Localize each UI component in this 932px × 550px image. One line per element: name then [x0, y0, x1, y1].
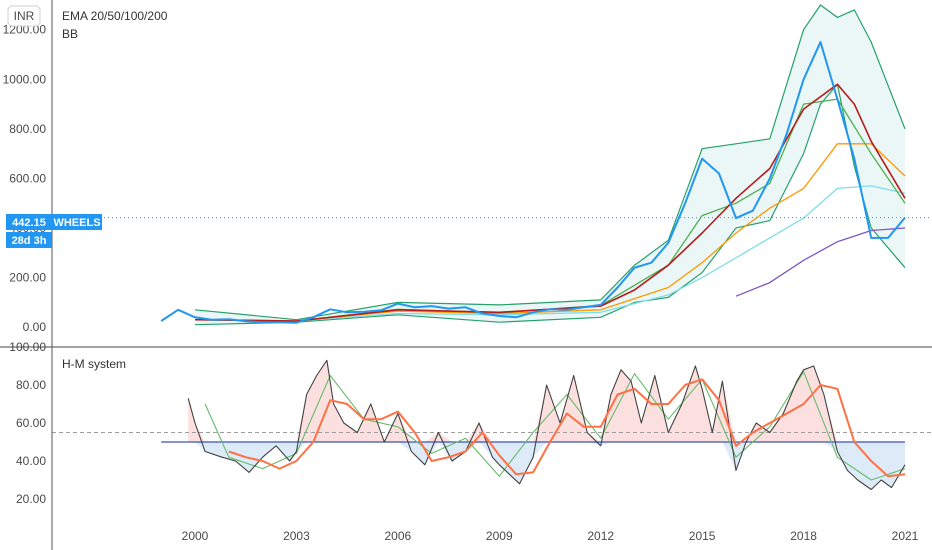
hm-tick-label: 80.00 — [16, 378, 46, 392]
hm-indicator-pane[interactable] — [52, 359, 932, 491]
hm-tick-label: 100.00 — [9, 340, 46, 354]
time-tick-label: 2000 — [182, 529, 209, 543]
currency-badge-label: INR — [14, 9, 35, 23]
bb-fill — [195, 5, 905, 325]
price-pane[interactable] — [52, 4, 932, 326]
time-tick-label: 2018 — [790, 529, 817, 543]
price-axis[interactable]: 1200.001000.00800.00600.00400.00200.000.… — [3, 23, 47, 334]
hm-tick-label: 40.00 — [16, 454, 46, 468]
time-tick-label: 2021 — [892, 529, 919, 543]
hm-fill-above — [188, 360, 905, 442]
hm-tick-label: 20.00 — [16, 492, 46, 506]
bb-upper-line — [194, 4, 906, 321]
price-tick-label: 1000.00 — [3, 72, 47, 86]
ema-legend[interactable]: EMA 20/50/100/200 — [62, 9, 168, 23]
hm-fast-line — [204, 371, 906, 481]
time-axis[interactable]: 2000 2003 2006 2009 2012 2015 2018 2021 — [182, 529, 919, 543]
time-tick-label: 2012 — [587, 529, 614, 543]
hm-tick-label: 60.00 — [16, 416, 46, 430]
hm-line-line — [187, 359, 906, 491]
symbol-tag-bg — [52, 214, 102, 230]
countdown-tag-bg — [6, 232, 52, 248]
time-tick-label: 2003 — [283, 529, 310, 543]
time-tick-label: 2009 — [486, 529, 513, 543]
price-line — [160, 41, 906, 324]
ema50-line — [194, 83, 906, 322]
price-tag[interactable]: 442.15 WHEELS 28d 3h — [6, 214, 102, 248]
last-price-tag: 442.15 — [12, 217, 46, 229]
last-price-tag-bg — [6, 214, 52, 230]
hm-legend[interactable]: H-M system — [62, 357, 126, 371]
hm-signal-line — [228, 378, 906, 478]
hm-axis[interactable]: 100.00 80.00 60.00 40.00 20.00 — [9, 340, 46, 506]
price-tick-label: 800.00 — [9, 122, 46, 136]
symbol-tag: WHEELS — [53, 217, 100, 229]
price-tick-label: 600.00 — [9, 171, 46, 185]
bb-legend[interactable]: BB — [62, 27, 78, 41]
time-tick-label: 2015 — [689, 529, 716, 543]
upper-legend: EMA 20/50/100/200 BB — [62, 9, 168, 41]
countdown-tag: 28d 3h — [12, 235, 47, 247]
ema_long-line — [735, 227, 906, 297]
ema200-line — [194, 185, 906, 322]
price-tick-label: 200.00 — [9, 271, 46, 285]
ema100-line — [194, 143, 906, 322]
currency-badge[interactable]: INR — [7, 5, 41, 27]
time-tick-label: 2006 — [385, 529, 412, 543]
price-tick-label: 0.00 — [23, 320, 47, 334]
